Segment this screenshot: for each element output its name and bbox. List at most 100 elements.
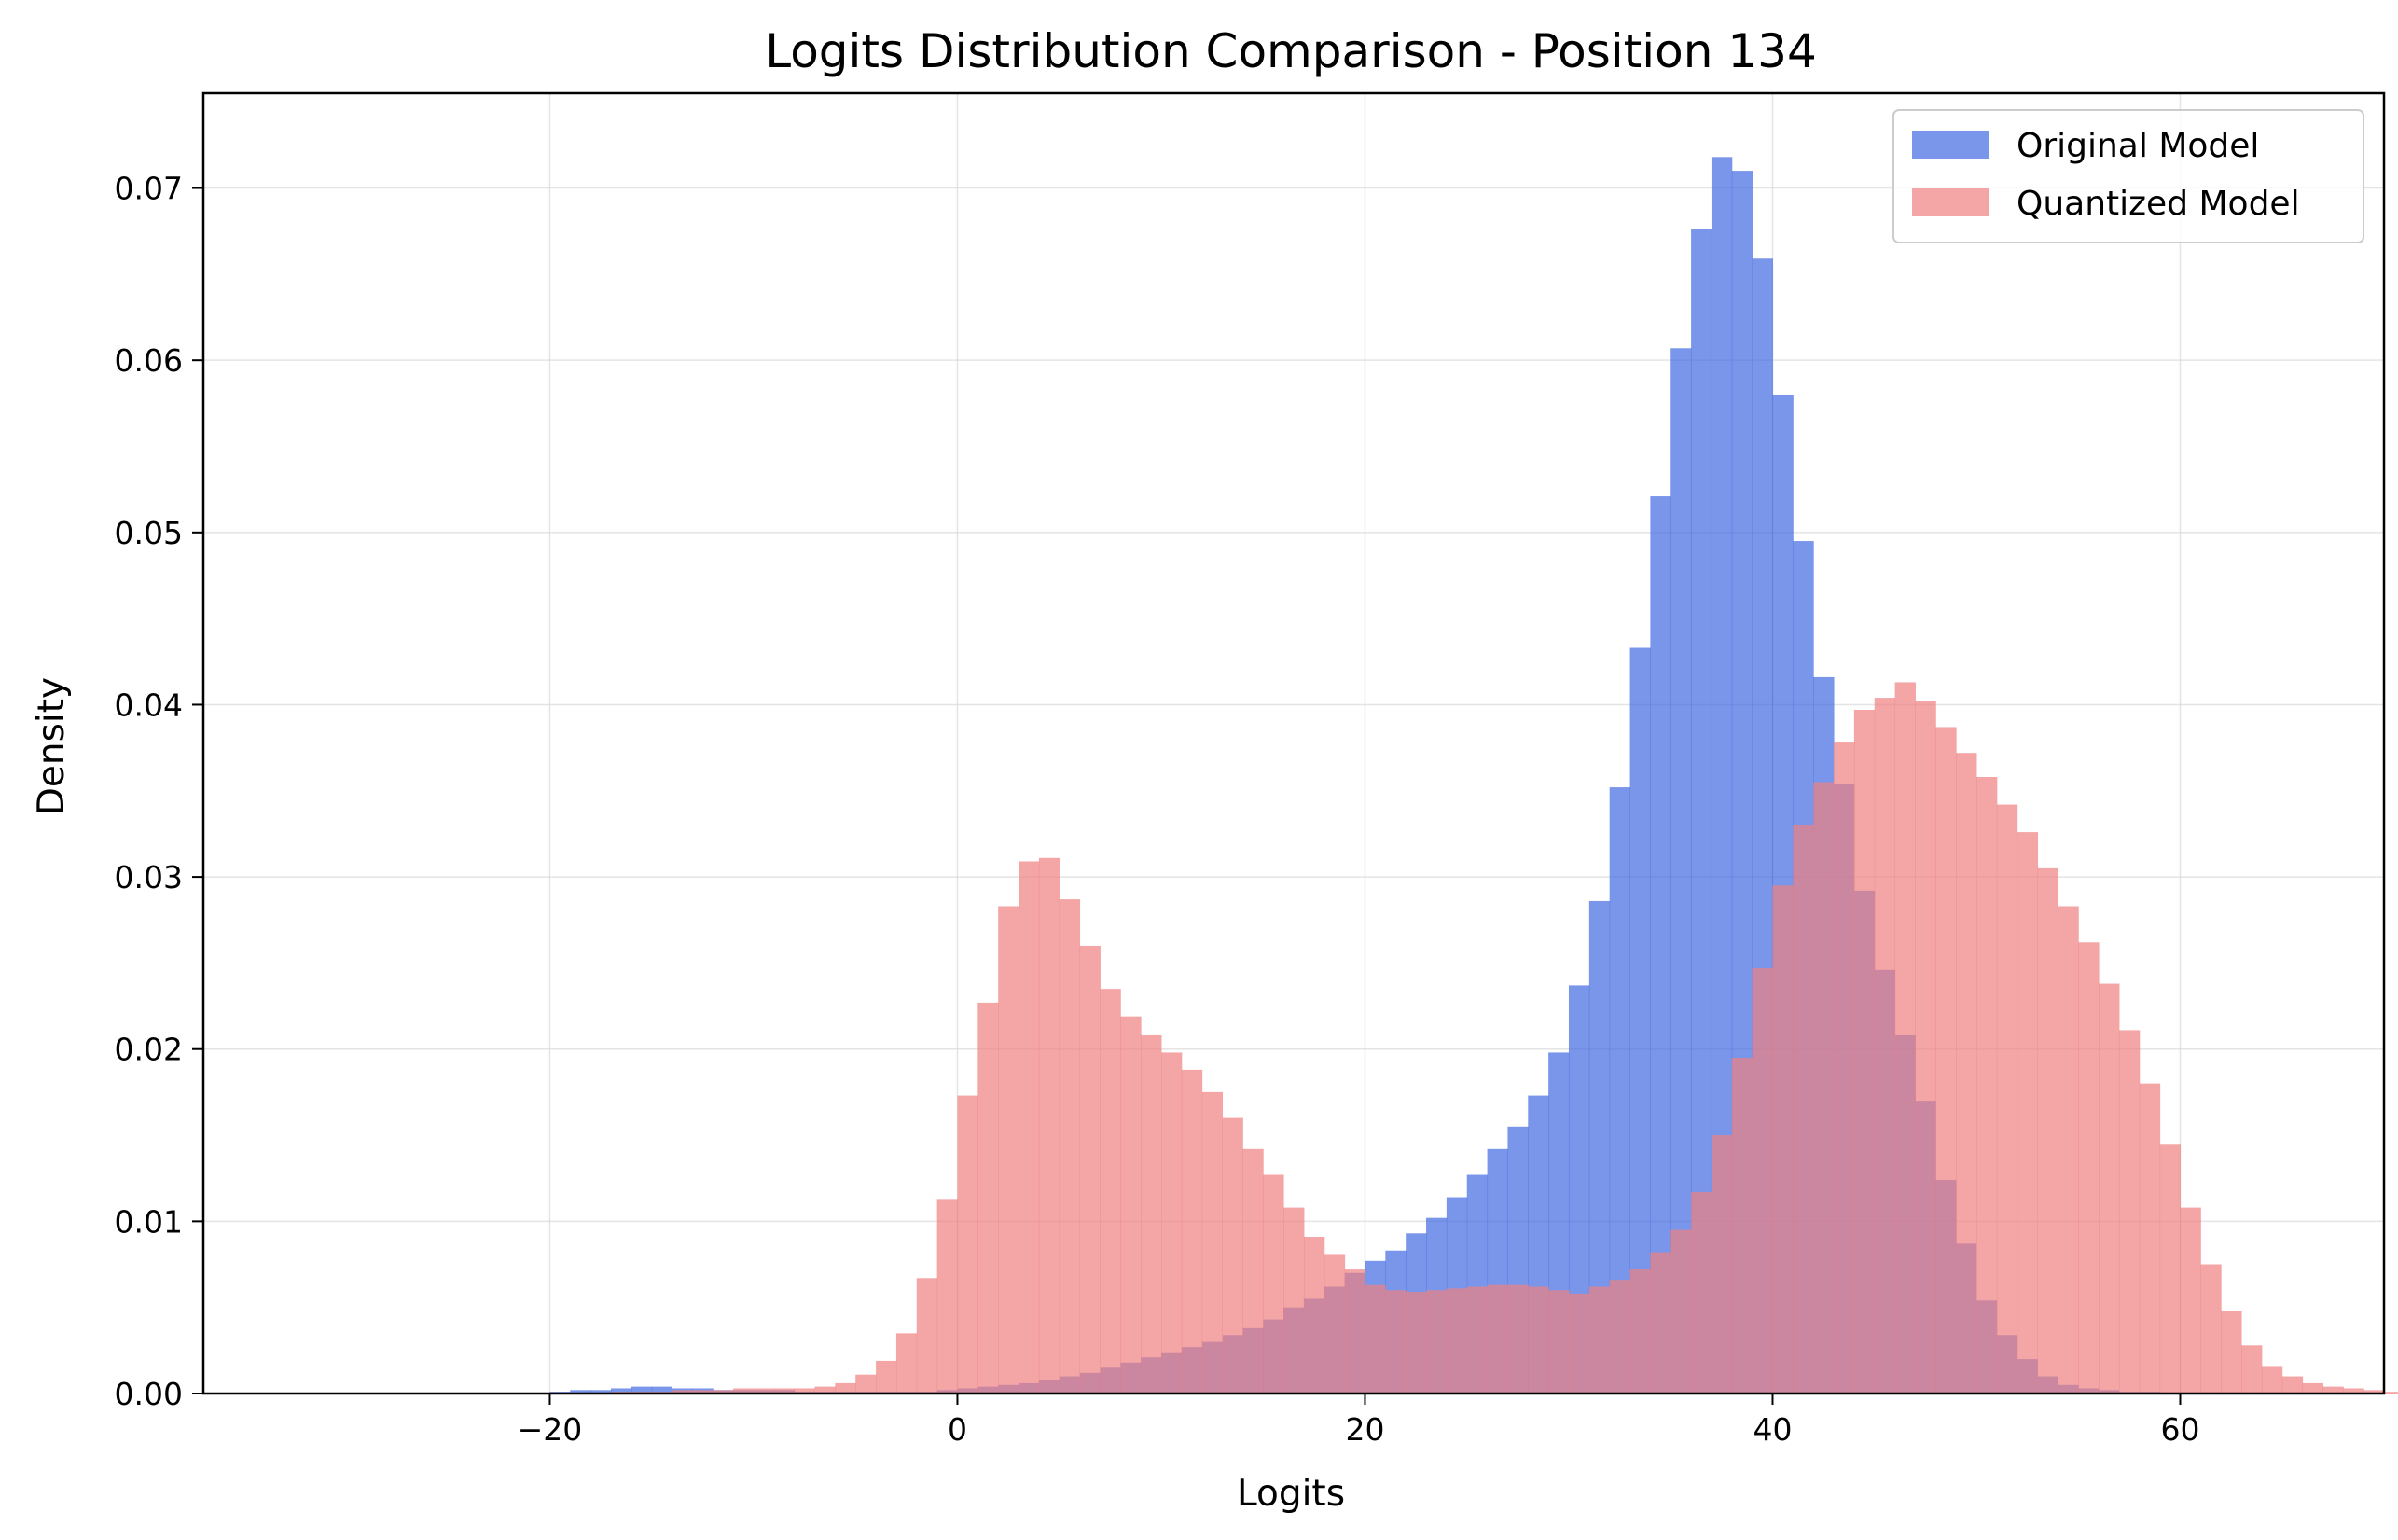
axes: −20 0 20 40 60 0.00 0.01 0.02 0.03 0.04 0.05 0.06 0.…: [115, 91, 2386, 1448]
original-model-bar: [1650, 496, 1671, 1394]
quantized-model-bar: [1650, 1252, 1671, 1394]
legend-label-original: Original Model: [2017, 127, 2259, 165]
quantized-model-bar: [1548, 1290, 1570, 1394]
original-model-bar: [1588, 900, 1611, 1394]
legend-swatch-original: [1912, 131, 1989, 159]
quantized-model-bar: [1793, 825, 1814, 1394]
legend: Original Model Quantized Model: [1892, 109, 2364, 243]
legend-box: [1892, 109, 2364, 243]
quantized-model-bar: [1996, 804, 2018, 1394]
y-tick-label: 0.01: [115, 1203, 183, 1240]
quantized-model-bar: [692, 1390, 714, 1394]
quantized-model-bar: [1181, 1069, 1203, 1394]
quantized-model-bar: [1588, 1286, 1611, 1394]
quantized-model-bar: [2017, 832, 2039, 1394]
y-tick-label: 0.00: [115, 1376, 183, 1412]
x-tick-label: 20: [1345, 1411, 1384, 1448]
quantized-model-bar: [1365, 1284, 1386, 1394]
quantized-model-bar: [1711, 1135, 1733, 1394]
quantized-model-bar: [2159, 1144, 2181, 1394]
quantized-model-bar: [895, 1333, 918, 1394]
quantized-model-bar: [1568, 1293, 1590, 1394]
plot-frame: [201, 91, 2386, 1395]
quantized-model-bar: [1120, 1016, 1142, 1394]
quantized-model-bar: [1263, 1174, 1284, 1394]
quantized-model-bar: [794, 1388, 816, 1394]
quantized-model-bar: [2118, 1030, 2141, 1394]
quantized-model-bar: [1834, 742, 1855, 1394]
quantized-model-bar: [1507, 1284, 1529, 1394]
quantized-model-bar: [1956, 753, 1977, 1394]
legend-label-quantized: Quantized Model: [2017, 185, 2300, 223]
quantized-model-bar: [1019, 861, 1040, 1394]
quantized-model-bar: [2302, 1382, 2323, 1394]
quantized-model-bar: [1222, 1117, 1243, 1394]
quantized-model-bar: [1141, 1034, 1162, 1394]
quantized-model-bar: [1385, 1290, 1407, 1394]
original-model-bar: [1609, 787, 1631, 1394]
quantized-model-bar: [916, 1278, 938, 1394]
quantized-model-bar: [1691, 1191, 1712, 1394]
quantized-model-bar: [1344, 1269, 1365, 1394]
quantized-model-bar: [2139, 1083, 2161, 1394]
quantized-model-bar: [1935, 727, 1957, 1394]
quantized-model-bar: [2037, 867, 2058, 1394]
quantized-model-bar: [2058, 906, 2079, 1394]
quantized-model-bar: [1853, 709, 1876, 1394]
quantized-model-bar: [713, 1390, 734, 1394]
y-tick-label: 0.03: [115, 859, 183, 895]
quantized-model-bar: [1915, 701, 1936, 1394]
quantized-model-bar: [1283, 1207, 1305, 1394]
quantized-model-bar: [957, 1095, 978, 1394]
quantized-model-bar: [1426, 1290, 1448, 1394]
x-tick-label: 0: [948, 1411, 967, 1448]
quantized-model-bar: [998, 906, 1019, 1394]
original-model-bar: [1691, 229, 1712, 1394]
quantized-model-bar: [1059, 899, 1081, 1394]
quantized-model-bar: [1100, 989, 1121, 1394]
quantized-model-bar: [2200, 1264, 2222, 1394]
original-model-bar: [1568, 985, 1590, 1394]
quantized-model-bar: [2281, 1376, 2304, 1394]
quantized-model-bar: [1242, 1148, 1264, 1394]
x-tick-label: 60: [2160, 1411, 2199, 1448]
quantized-model-bar: [1874, 698, 1896, 1394]
quantized-model-bar: [1670, 1229, 1692, 1394]
y-tick-label: 0.04: [115, 687, 183, 723]
quantized-model-bar: [936, 1199, 958, 1394]
quantized-model-bar: [2343, 1388, 2364, 1394]
quantized-model-bar: [672, 1390, 693, 1394]
chart-title: Logits Distribution Comparison - Positio…: [765, 24, 1817, 78]
original-model-bar: [570, 1390, 591, 1394]
original-model-bar: [611, 1388, 632, 1394]
original-model-bar: [1629, 647, 1651, 1394]
quantized-model-bar: [1629, 1269, 1651, 1394]
quantized-model-bar: [1894, 682, 1916, 1394]
x-tick-label: 40: [1753, 1411, 1792, 1448]
quantized-model-bar: [1813, 782, 1835, 1394]
quantized-model-bar: [876, 1360, 897, 1394]
quantized-model-bar: [2322, 1386, 2344, 1394]
y-tick-label: 0.02: [115, 1032, 183, 1068]
quantized-model-bar: [1446, 1288, 1468, 1394]
quantized-model-bar: [1201, 1091, 1224, 1394]
y-tick-label: 0.07: [115, 171, 183, 207]
quantized-model-bar: [1324, 1254, 1346, 1394]
y-tick-label: 0.06: [115, 342, 183, 379]
quantized-model-series: [611, 682, 2398, 1394]
quantized-model-bar: [2384, 1392, 2398, 1394]
quantized-model-bar: [1752, 967, 1773, 1394]
quantized-model-bar: [2099, 983, 2120, 1394]
original-model-bar: [1670, 348, 1692, 1394]
quantized-model-bar: [1406, 1292, 1427, 1394]
quantized-model-bar: [1772, 885, 1794, 1394]
legend-swatch-quantized: [1912, 188, 1989, 216]
quantized-model-bar: [753, 1388, 775, 1394]
quantized-model-bar: [2363, 1390, 2385, 1394]
quantized-model-bar: [1487, 1284, 1508, 1394]
quantized-model-bar: [1609, 1280, 1631, 1394]
histogram-bars: [549, 157, 2398, 1394]
y-tick-label: 0.05: [115, 515, 183, 551]
